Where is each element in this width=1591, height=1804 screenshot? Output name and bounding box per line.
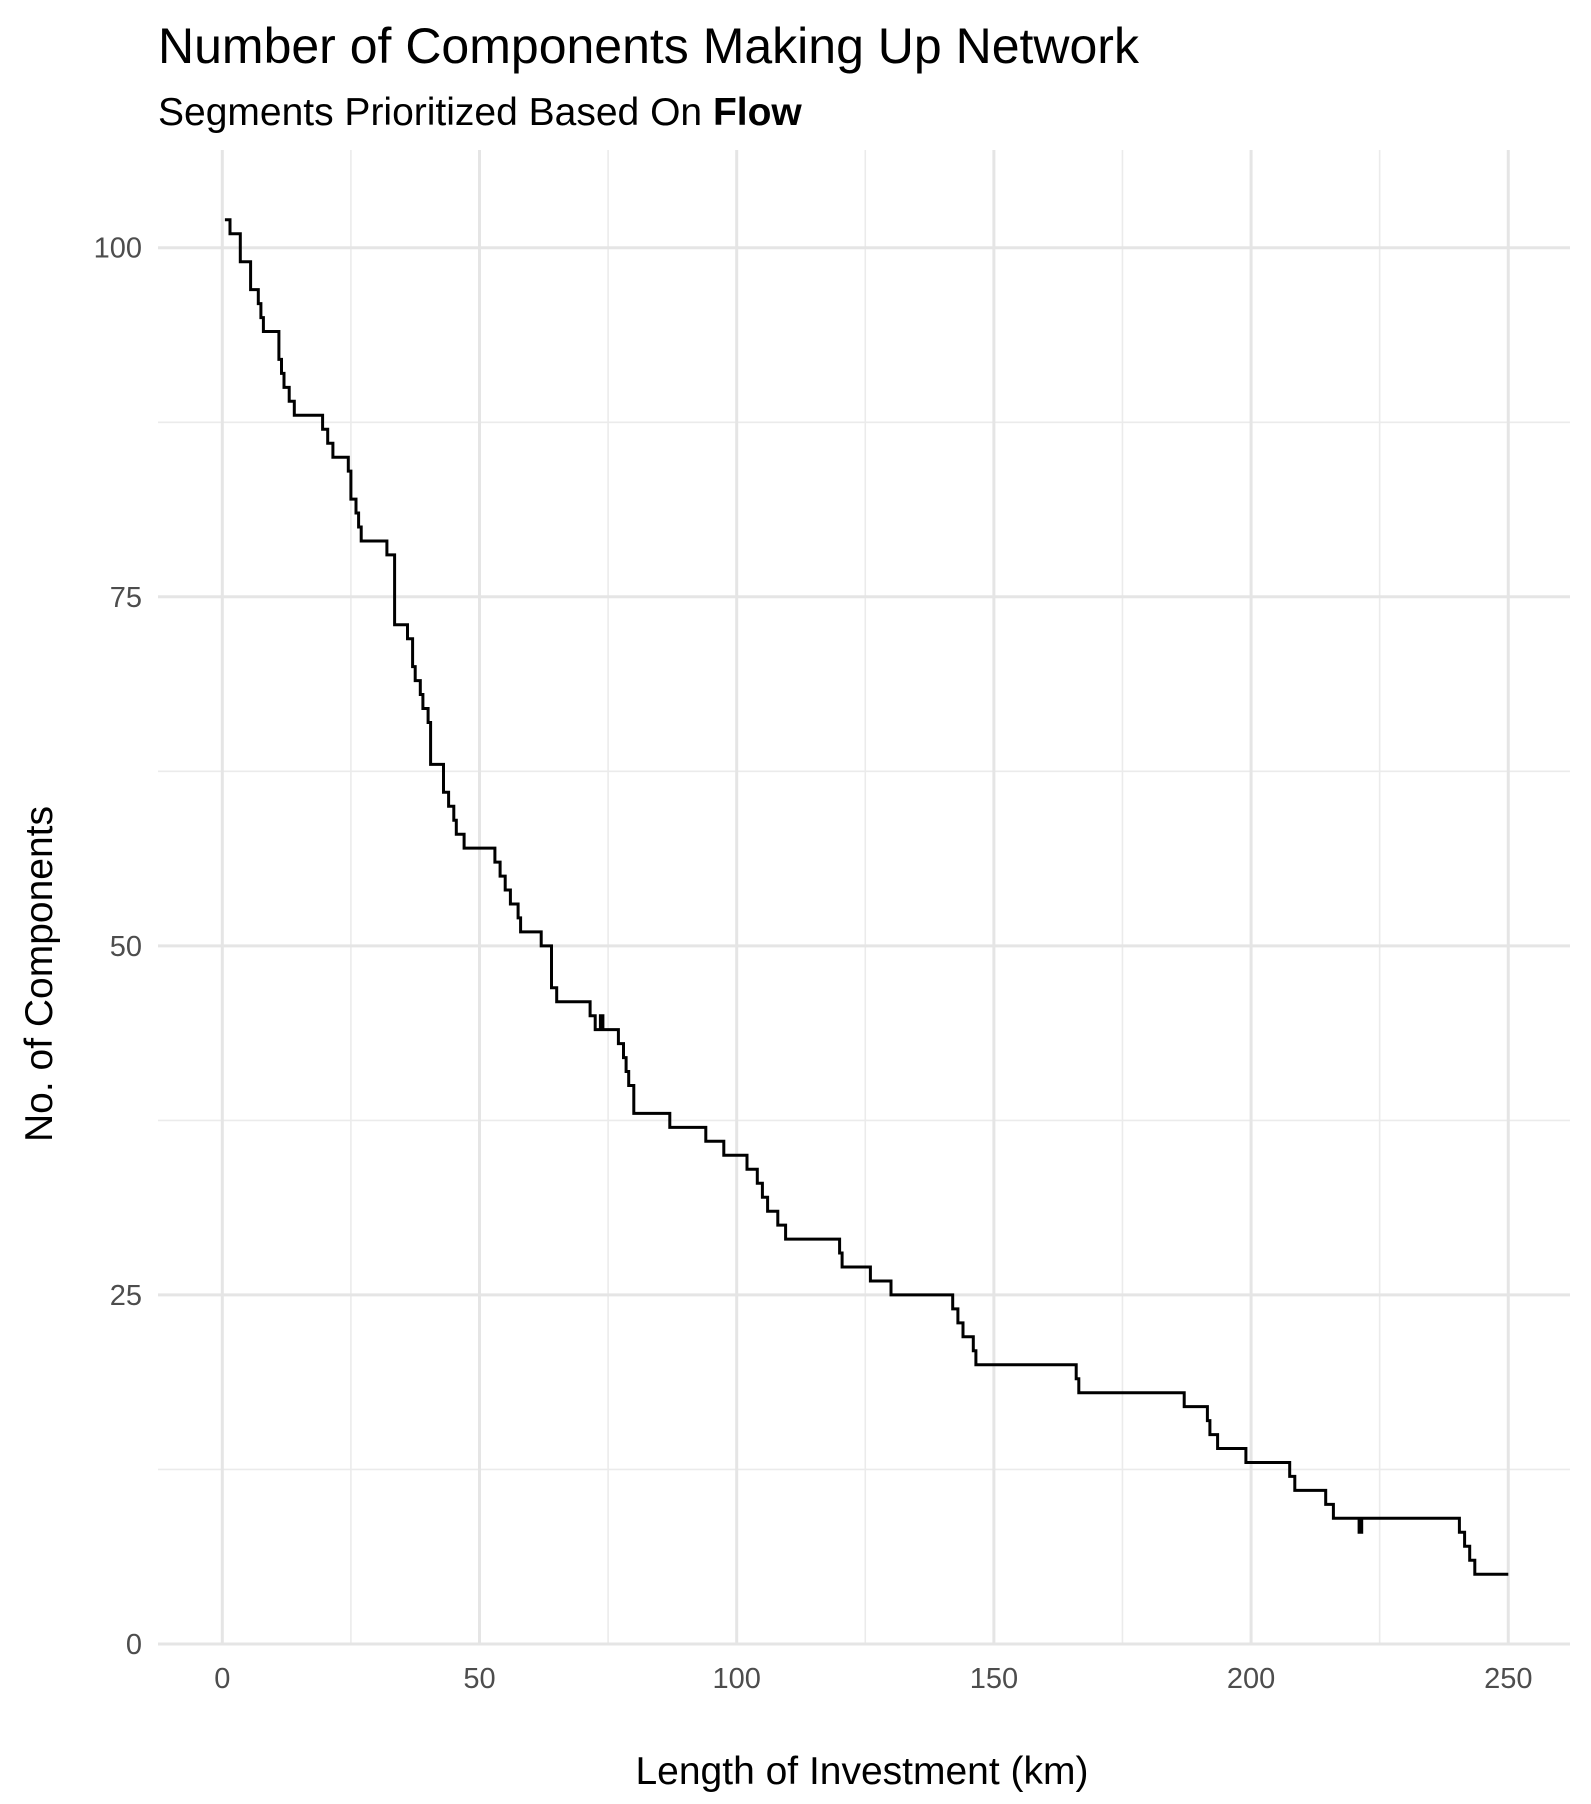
major-gridlines — [158, 150, 1570, 1646]
x-axis-title: Length of Investment (km) — [635, 1750, 1088, 1793]
x-tick-label: 150 — [970, 1663, 1018, 1695]
x-tick-label: 100 — [712, 1663, 760, 1695]
subtitle-prefix: Segments Prioritized Based On — [158, 91, 713, 134]
chart-title: Number of Components Making Up Network — [158, 18, 1139, 74]
x-tick-label: 200 — [1227, 1663, 1275, 1695]
x-tick-label: 250 — [1484, 1663, 1532, 1695]
y-tick-label: 75 — [110, 582, 142, 614]
y-tick-label: 0 — [126, 1629, 142, 1661]
x-axis-ticks: 0 50 100 150 200 250 — [214, 1663, 1532, 1695]
series-layer — [224, 218, 1509, 1576]
minor-gridlines — [158, 150, 1570, 1644]
x-tick-label: 50 — [463, 1663, 495, 1695]
y-tick-label: 50 — [110, 931, 142, 963]
y-axis-title: No. of Components — [18, 806, 61, 1142]
y-axis-ticks: 0 25 50 75 100 — [94, 233, 142, 1661]
y-tick-label: 100 — [94, 233, 142, 265]
y-tick-label: 25 — [110, 1280, 142, 1312]
series-line — [224, 218, 1509, 1576]
x-tick-label: 0 — [214, 1663, 230, 1695]
subtitle-emphasis: Flow — [712, 91, 802, 134]
chart-subtitle: Segments Prioritized Based On Flow — [158, 88, 802, 138]
